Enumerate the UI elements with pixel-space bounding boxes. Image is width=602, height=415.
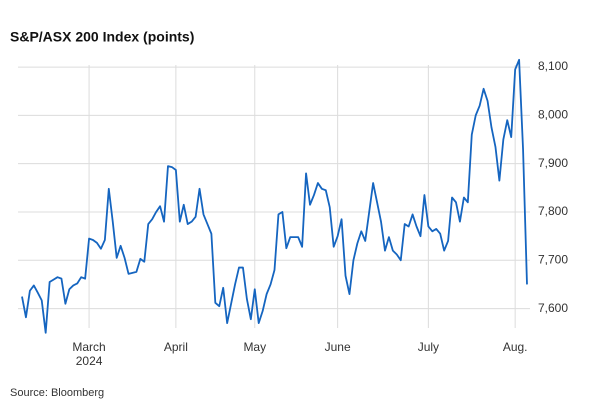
x-tick-label: June xyxy=(325,340,351,354)
x-tick-label: March xyxy=(72,340,105,354)
y-tick-label: 7,900 xyxy=(538,156,568,170)
y-tick-label: 8,100 xyxy=(538,59,568,73)
x-tick-label: May xyxy=(243,340,266,354)
y-tick-label: 7,600 xyxy=(538,301,568,315)
x-year-label: 2024 xyxy=(76,354,103,368)
y-tick-label: 8,000 xyxy=(538,108,568,122)
source: Source: Bloomberg xyxy=(10,387,104,399)
y-tick-label: 7,800 xyxy=(538,204,568,218)
line xyxy=(21,58,528,334)
chart-title: S&P/ASX 200 Index (points) xyxy=(10,29,194,45)
x-tick-label: July xyxy=(418,340,439,354)
x-tick-label: April xyxy=(164,340,188,354)
y-tick-label: 7,700 xyxy=(538,252,568,266)
x-tick-label: Aug. xyxy=(503,340,528,354)
